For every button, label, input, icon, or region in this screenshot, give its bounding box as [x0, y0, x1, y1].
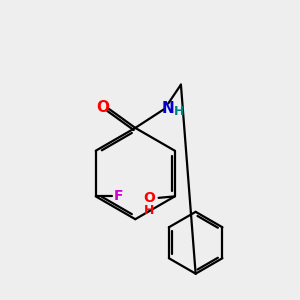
Text: F: F — [114, 189, 123, 203]
Text: N: N — [162, 101, 175, 116]
Text: H: H — [174, 105, 184, 118]
Text: H: H — [144, 204, 154, 217]
Text: O: O — [96, 100, 109, 115]
Text: O: O — [143, 191, 155, 205]
